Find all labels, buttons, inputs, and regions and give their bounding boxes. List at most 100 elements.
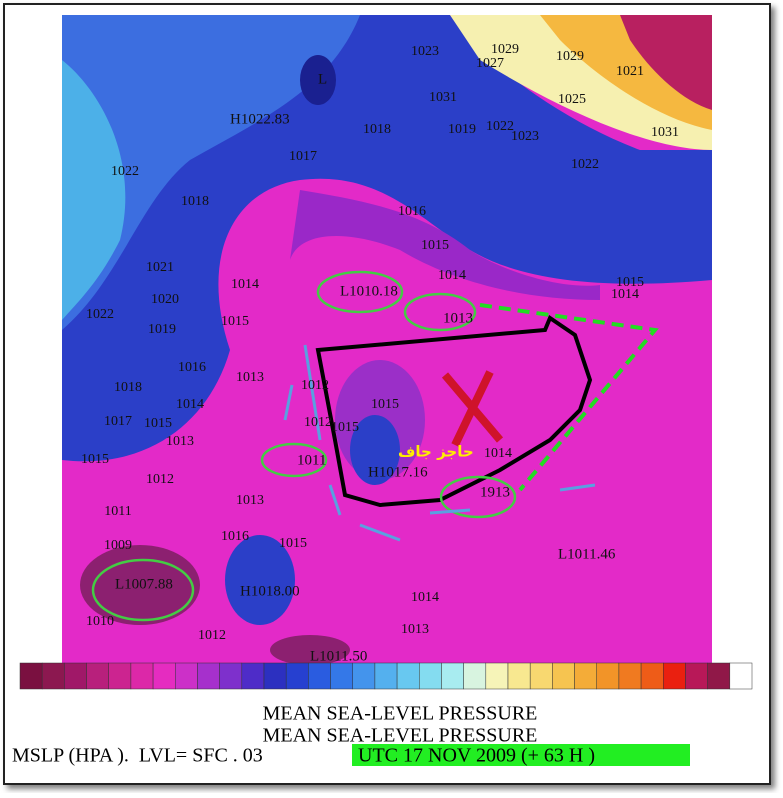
isobar-label: 1012 [146, 472, 174, 487]
isobar-label: 1025 [558, 92, 586, 107]
color-cell [663, 662, 686, 690]
color-bar [19, 662, 753, 690]
isobar-label: 1010 [86, 614, 114, 629]
isobar-label: 1014 [484, 446, 512, 461]
color-cell [485, 662, 509, 690]
isobar-label: 1015 [279, 536, 307, 551]
isobar-label: 1016 [398, 204, 426, 219]
isobar-label: 1019 [448, 122, 476, 137]
isobar-label: 1019 [148, 322, 176, 337]
isobar-label: 1014 [611, 287, 639, 302]
title-line: MEAN SEA-LEVEL PRESSURE [263, 703, 538, 725]
isobar-label: 1017 [289, 149, 317, 164]
isobar-label: 1023 [511, 129, 539, 144]
color-cell [596, 662, 620, 690]
color-cell [640, 662, 664, 690]
isobar-label: 1014 [231, 277, 259, 292]
isobar-label: 1022 [86, 307, 114, 322]
color-cell [330, 662, 353, 690]
isobar-label: 1014 [411, 590, 439, 605]
color-cell [41, 662, 65, 690]
isobar-label: 1020 [151, 292, 179, 307]
isobar-label: 1027 [476, 56, 504, 71]
isobar-label: 1012 [304, 415, 332, 430]
isobar-label: 1009 [104, 538, 132, 553]
isobar-label: 1015 [371, 397, 399, 412]
pressure-center: 1913 [480, 484, 510, 500]
pressure-center: 1011 [297, 452, 326, 468]
isobar-label: 1013 [236, 493, 264, 508]
time-label: UTC 17 NOV 2009 (+ 63 H ) [358, 745, 595, 767]
color-cell [175, 662, 198, 690]
isobar-label: 1022 [486, 119, 514, 134]
color-cell [308, 662, 331, 690]
isobar-label: 1013 [166, 434, 194, 449]
color-cell [152, 662, 176, 690]
isobar-label: 1016 [221, 529, 249, 544]
color-cell [552, 662, 575, 690]
pressure-center: L1011.46 [558, 546, 616, 562]
color-cell [108, 662, 132, 690]
pressure-center: L [318, 71, 327, 87]
pressure-center: H1022.83 [230, 111, 290, 127]
title-line: MEAN SEA-LEVEL PRESSURE [263, 725, 538, 747]
color-cell [463, 662, 487, 690]
isobar-label: 1012 [198, 628, 226, 643]
color-cell [396, 662, 420, 690]
color-cell [130, 662, 154, 690]
isobar-label: 1022 [571, 157, 599, 172]
isobar-label: 1014 [438, 268, 466, 283]
isobar-label: 1015 [144, 416, 172, 431]
color-cell [419, 662, 442, 690]
time-highlight [352, 744, 690, 766]
color-cell [241, 662, 265, 690]
isobar-label: 1021 [146, 260, 174, 275]
color-cell [529, 662, 553, 690]
isobar-label: 1018 [181, 194, 209, 209]
isobar-label: 1015 [331, 420, 359, 435]
color-cell [618, 662, 642, 690]
variable-label: MSLP (HPA ). LVL= SFC . 03 [12, 745, 263, 767]
color-cell [263, 662, 287, 690]
color-cell [64, 662, 87, 690]
color-cell [707, 662, 731, 690]
isobar-label: 1023 [411, 44, 439, 59]
isobar-label: 1029 [491, 42, 519, 57]
color-cell [19, 662, 43, 690]
isobar-label: 1015 [421, 238, 449, 253]
isobar-label: 1031 [651, 125, 679, 140]
isobar-label: 1018 [114, 380, 142, 395]
pressure-center: L1010.18 [340, 283, 398, 299]
pressure-center: H1017.16 [368, 464, 428, 480]
isobar-label: 1015 [81, 452, 109, 467]
isobar-label: 1031 [429, 90, 457, 105]
isobar-label: 1018 [363, 122, 391, 137]
pressure-center: H1018.00 [240, 583, 300, 599]
annotation: حاجز جاف [398, 443, 474, 461]
isobar-label: 1022 [111, 164, 139, 179]
isobar-label: 1011 [104, 504, 131, 519]
pressure-center: L1007.88 [115, 576, 173, 592]
pressure-center: 1013 [443, 310, 473, 326]
isobar-label: 1015 [616, 275, 644, 290]
isobar-label: 1015 [221, 314, 249, 329]
color-cell [86, 662, 109, 690]
color-cell [197, 662, 220, 690]
isobar-label: 1013 [401, 622, 429, 637]
pressure-center: L1011.50 [310, 648, 367, 664]
color-cell [685, 662, 708, 690]
color-cell [441, 662, 464, 690]
color-cell [729, 662, 753, 690]
color-cell [219, 662, 243, 690]
isobar-label: 1017 [104, 414, 132, 429]
color-cell [374, 662, 398, 690]
isobar-label: 1014 [176, 397, 204, 412]
color-cell [507, 662, 531, 690]
isobar-label: 1013 [236, 370, 264, 385]
color-cell [574, 662, 597, 690]
color-cell [285, 662, 309, 690]
isobar-label: 1021 [616, 64, 644, 79]
isobar-label: 1029 [556, 49, 584, 64]
